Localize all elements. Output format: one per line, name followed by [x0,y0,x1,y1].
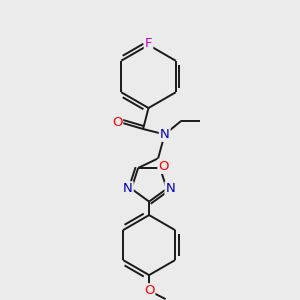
Text: O: O [144,284,154,297]
Text: O: O [158,160,169,173]
Text: F: F [145,37,152,50]
Text: O: O [112,116,122,129]
Text: N: N [160,128,169,141]
Text: N: N [166,182,175,195]
Text: N: N [123,182,133,195]
